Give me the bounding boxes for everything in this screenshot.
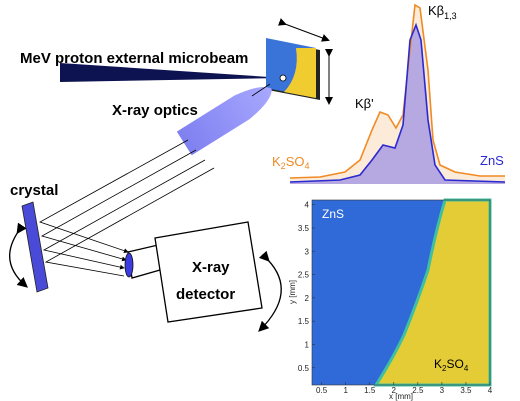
x-tick-label: 2 — [392, 386, 397, 395]
beam-label: MeV proton external microbeam — [20, 50, 248, 67]
map-label: K2SO4 — [434, 357, 469, 373]
optics-label: X-ray optics — [112, 102, 198, 119]
detector — [124, 221, 263, 323]
y-axis-label: y [mm] — [288, 280, 297, 304]
x-tick-label: 1.5 — [364, 386, 376, 395]
x-tick-label: 2.5 — [412, 386, 424, 395]
y-tick-label: 1 — [305, 340, 310, 349]
y-tick-label: 2.5 — [298, 271, 310, 280]
legend-entry: K2SO4 — [272, 154, 310, 171]
x-tick-label: 1 — [343, 386, 348, 395]
y-tick-label: 3.5 — [298, 224, 310, 233]
x-tick-label: 3 — [440, 386, 445, 395]
peak-label: Kβ' — [355, 96, 374, 111]
peak-label: Kβ1,3 — [428, 3, 457, 21]
element-map — [311, 198, 492, 387]
crystal — [21, 201, 49, 293]
x-axis-label: x [mm] — [389, 392, 413, 401]
y-tick-label: 4 — [305, 201, 310, 210]
x-tick-label: 4 — [488, 386, 493, 395]
spectrum-fill — [290, 25, 505, 184]
xray-paths — [39, 139, 215, 277]
map-label: ZnS — [322, 207, 344, 221]
spectrum-line — [289, 22, 506, 183]
y-tick-label: 2 — [305, 294, 310, 303]
y-tick-label: 3 — [305, 247, 310, 256]
sample — [266, 18, 333, 105]
rotation-arrow — [9, 222, 28, 288]
y-tick-label: 0.5 — [298, 364, 310, 373]
crystal-label: crystal — [10, 182, 58, 199]
proton-beam — [60, 63, 284, 82]
rotation-arrow — [258, 250, 282, 332]
y-tick-label: 1.5 — [298, 317, 310, 326]
detector-label: X-ray — [192, 259, 230, 276]
x-tick-label: 0.5 — [316, 386, 328, 395]
detector-label: detector — [176, 286, 235, 303]
x-tick-label: 3.5 — [460, 386, 472, 395]
xray-optics — [176, 87, 272, 156]
legend-entry: ZnS — [480, 153, 504, 168]
